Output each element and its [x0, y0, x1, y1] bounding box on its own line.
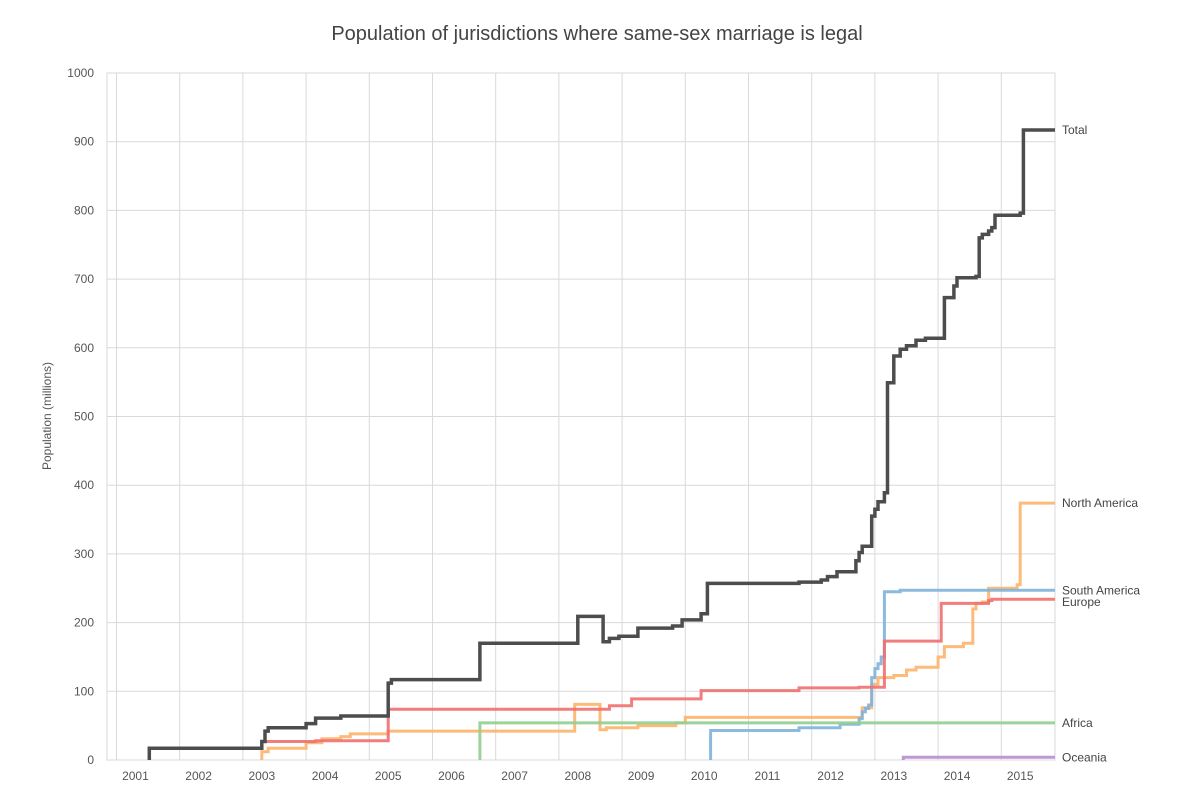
- x-tick-label: 2008: [564, 769, 591, 783]
- series-line-north-america: [260, 501, 1055, 760]
- x-tick-label: 2011: [755, 769, 781, 783]
- series-label-south-america: South America: [1062, 583, 1140, 597]
- x-tick-label: 2013: [880, 769, 907, 783]
- x-tick-label: 2014: [944, 769, 971, 783]
- y-tick-label: 100: [74, 684, 94, 698]
- y-tick-label: 800: [74, 203, 94, 217]
- x-tick-label: 2001: [122, 769, 149, 783]
- chart-title: Population of jurisdictions where same-s…: [331, 23, 862, 45]
- x-tick-label: 2003: [248, 769, 275, 783]
- series-label-total: Total: [1062, 123, 1087, 137]
- x-tick-label: 2012: [817, 769, 844, 783]
- x-tick-label: 2007: [501, 769, 528, 783]
- series-line-south-america: [709, 588, 1055, 760]
- y-tick-label: 0: [87, 753, 94, 767]
- y-tick-label: 600: [74, 341, 94, 355]
- series-label-oceania: Oceania: [1062, 750, 1107, 764]
- x-tick-label: 2005: [375, 769, 402, 783]
- series-line-oceania: [901, 755, 1055, 760]
- gridlines: [106, 72, 1056, 761]
- x-tick-label: 2004: [312, 769, 339, 783]
- y-tick-label: 400: [74, 478, 94, 492]
- series-lines: [147, 128, 1055, 760]
- series-line-total: [147, 128, 1055, 760]
- y-tick-label: 200: [74, 616, 94, 630]
- x-tick-label: 2006: [438, 769, 465, 783]
- y-tick-label: 300: [74, 547, 94, 561]
- labels: Population of jurisdictions where same-s…: [40, 23, 1140, 783]
- series-label-europe: Europe: [1062, 595, 1101, 609]
- x-tick-label: 2002: [185, 769, 212, 783]
- y-axis-label: Population (millions): [40, 362, 54, 470]
- series-label-africa: Africa: [1062, 716, 1093, 730]
- x-tick-label: 2009: [628, 769, 655, 783]
- series-line-europe: [261, 597, 1055, 743]
- y-tick-label: 500: [74, 410, 94, 424]
- x-tick-label: 2010: [691, 769, 718, 783]
- y-tick-label: 700: [74, 272, 94, 286]
- x-tick-label: 2015: [1007, 769, 1034, 783]
- y-tick-label: 1000: [67, 66, 94, 80]
- series-label-north-america: North America: [1062, 496, 1138, 510]
- series-line-africa: [478, 721, 1055, 760]
- y-tick-label: 900: [74, 135, 94, 149]
